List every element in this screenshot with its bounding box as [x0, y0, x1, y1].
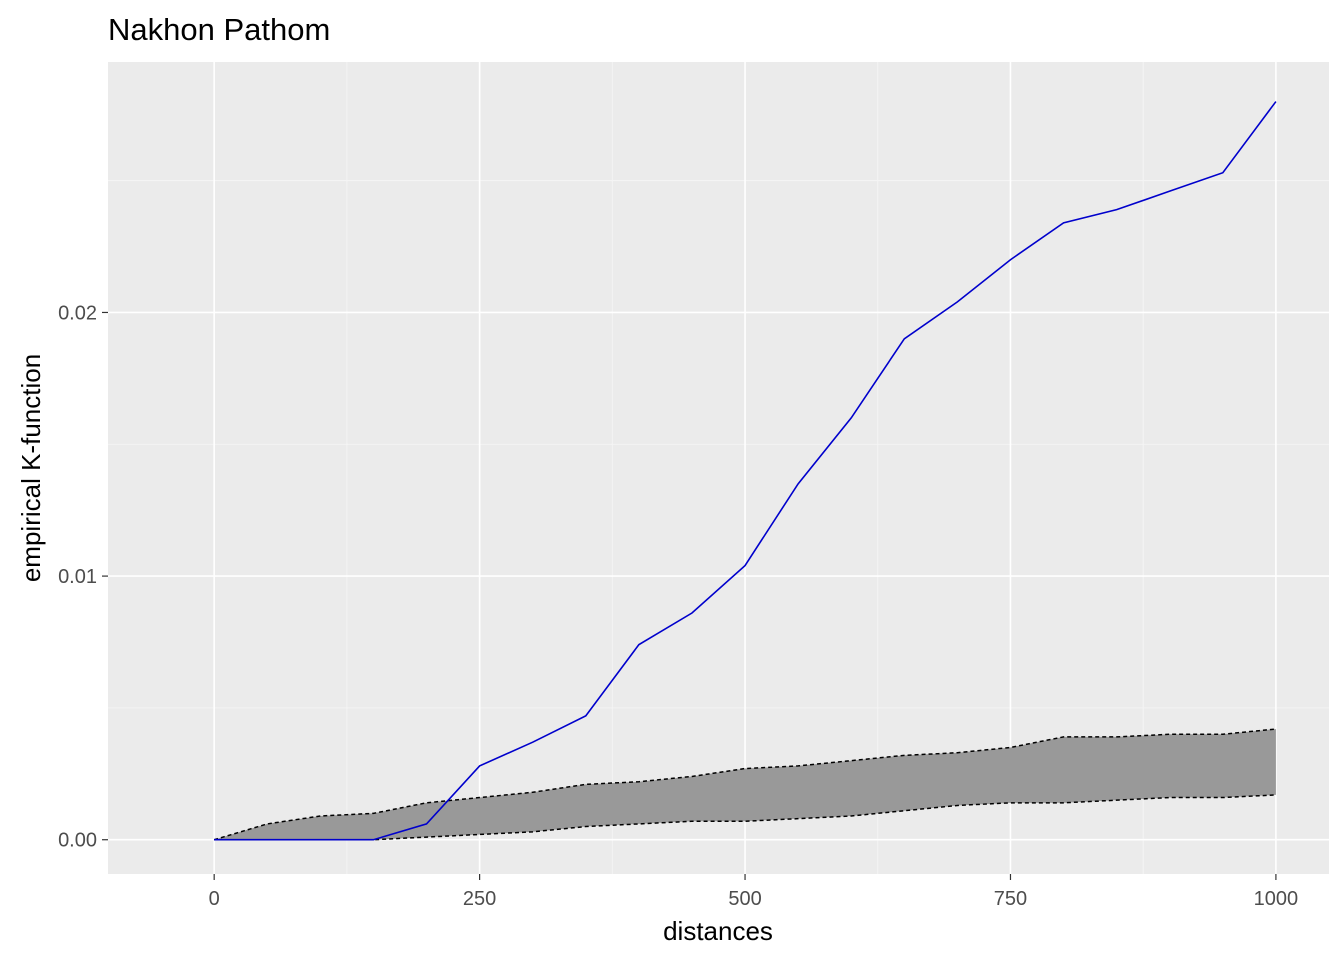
- y-axis-ticks: 0.00 0.01 0.02: [58, 302, 108, 852]
- observed-k-function-line: [214, 101, 1277, 841]
- x-tick-label-4: 1000: [1254, 888, 1299, 910]
- y-axis-title: empirical K-function: [16, 354, 46, 582]
- envelope-band: [214, 729, 1276, 840]
- chart-title: Nakhon Pathom: [108, 12, 330, 47]
- x-tick-label-1: 250: [463, 888, 496, 910]
- simulation-envelope: [214, 729, 1276, 840]
- x-tick-label-2: 500: [728, 888, 761, 910]
- envelope-upper-line: [213, 728, 1276, 841]
- envelope-lower-line: [214, 794, 1276, 841]
- x-tick-label-3: 750: [994, 888, 1027, 910]
- x-tick-label-0: 0: [209, 888, 220, 910]
- x-axis-ticks: 0 250 500 750 1000: [209, 874, 1299, 910]
- y-tick-label-0: 0.00: [58, 830, 97, 852]
- minor-grid: [108, 62, 1329, 874]
- y-tick-label-2: 0.02: [58, 302, 97, 324]
- x-axis-title: distances: [663, 916, 773, 946]
- major-grid: [108, 62, 1329, 874]
- y-tick-label-1: 0.01: [58, 566, 97, 588]
- series-lines: [213, 101, 1277, 841]
